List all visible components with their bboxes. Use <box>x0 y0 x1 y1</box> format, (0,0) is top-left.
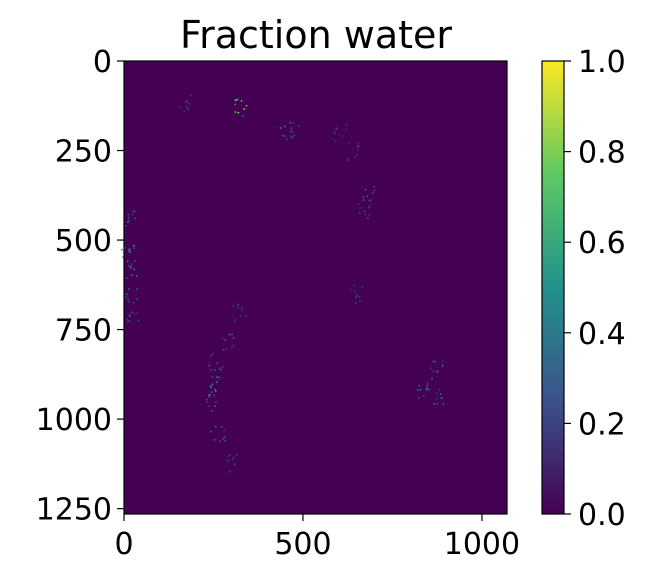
water-feature-16 <box>210 376 221 393</box>
water-feature-20 <box>350 284 364 304</box>
water-feature-7 <box>358 203 371 220</box>
water-feature-13 <box>231 303 247 322</box>
chart-title: Fraction water <box>180 13 452 57</box>
colorbar-gradient <box>541 60 565 515</box>
water-feature-0 <box>234 98 248 117</box>
water-feature-22 <box>416 382 430 399</box>
water-feature-17 <box>206 394 217 412</box>
water-feature-5 <box>346 142 360 161</box>
water-feature-23 <box>433 389 445 405</box>
colorbar-tick-label: 0.2 <box>578 407 626 442</box>
y-tick-label: 1250 <box>36 493 112 528</box>
y-tick-label: 500 <box>55 224 112 259</box>
heatmap-area <box>121 60 508 515</box>
water-feature-18 <box>210 425 226 442</box>
water-feature-4 <box>331 124 348 142</box>
water-feature-10 <box>125 260 138 279</box>
water-feature-19 <box>226 454 238 473</box>
water-feature-1 <box>179 94 192 113</box>
water-feature-14 <box>221 333 235 351</box>
water-feature-6 <box>361 185 376 202</box>
y-tick-label: 250 <box>55 135 112 170</box>
y-axis: 0 250 500 750 1000 1250 <box>36 45 124 528</box>
x-tick-label: 1000 <box>444 527 520 562</box>
x-axis: 0 500 1000 <box>114 514 520 562</box>
water-feature-2 <box>279 121 293 141</box>
colorbar-tick-label: 0.0 <box>578 498 626 533</box>
colorbar-tick-label: 0.4 <box>578 317 626 352</box>
y-tick-label: 1000 <box>36 403 112 438</box>
heatmap-background <box>124 61 507 514</box>
water-feature-21 <box>430 360 444 380</box>
water-feature-8 <box>123 210 136 227</box>
x-tick-label: 0 <box>114 527 133 562</box>
x-tick-label: 500 <box>274 527 331 562</box>
y-tick-label: 0 <box>93 45 112 80</box>
water-feature-12 <box>126 311 140 322</box>
colorbar: 0.0 0.2 0.4 0.6 0.8 1.0 <box>541 45 626 533</box>
y-tick-label: 750 <box>55 314 112 349</box>
colorbar-tick-label: 0.6 <box>578 226 626 261</box>
colorbar-tick-label: 0.8 <box>578 136 626 171</box>
water-feature-15 <box>208 353 224 371</box>
water-feature-3 <box>289 122 300 139</box>
colorbar-tick-label: 1.0 <box>578 45 626 80</box>
